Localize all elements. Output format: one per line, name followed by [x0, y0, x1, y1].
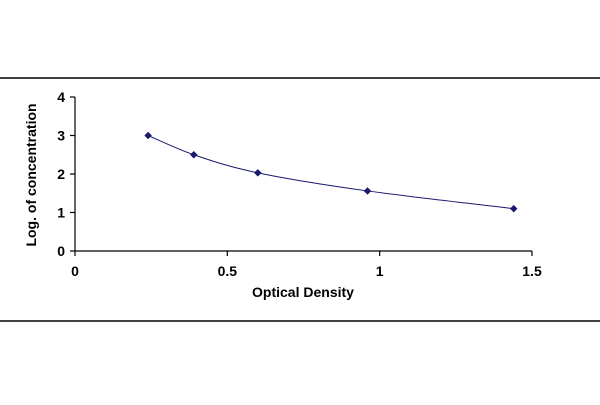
y-axis-title: Log. of concentration [23, 103, 39, 246]
curve-layer [147, 135, 514, 210]
x-ticks: 0 0.5 1 1.5 [71, 251, 542, 279]
x-tick-label: 1 [376, 263, 384, 279]
data-point [253, 168, 262, 177]
data-point [189, 150, 198, 159]
x-tick-label: 0 [71, 263, 79, 279]
y-tick-label: 4 [57, 89, 65, 105]
data-point [144, 131, 152, 140]
points-layer [144, 131, 518, 213]
x-tick-label: 1.5 [522, 263, 542, 279]
x-tick-label: 0.5 [218, 263, 238, 279]
y-ticks: 0 1 2 3 4 [57, 89, 75, 259]
x-axis-title: Optical Density [252, 284, 354, 300]
y-tick-label: 0 [57, 243, 65, 259]
data-point [363, 187, 372, 195]
y-tick-label: 3 [57, 128, 65, 144]
trend-curve [147, 135, 514, 210]
data-point [509, 204, 518, 213]
y-tick-label: 1 [57, 205, 65, 221]
y-tick-label: 2 [57, 166, 65, 182]
